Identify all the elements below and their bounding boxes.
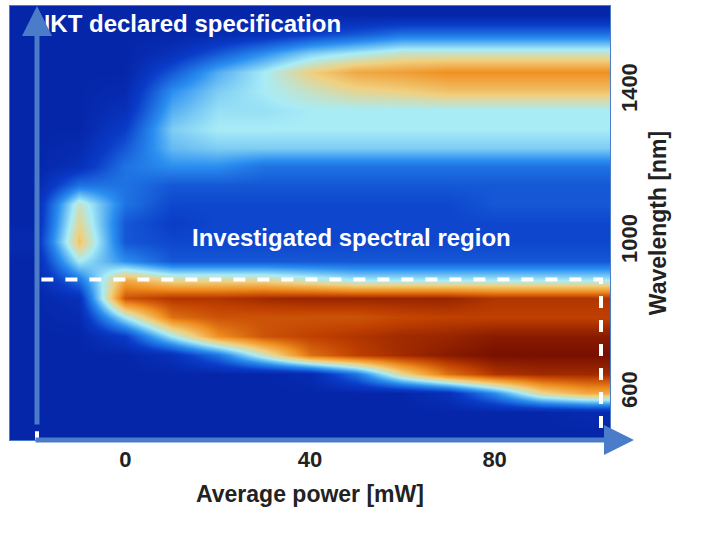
svg-text:Wavelength [nm]: Wavelength [nm] (645, 131, 671, 315)
svg-text:600: 600 (617, 371, 642, 408)
svg-text:1000: 1000 (617, 214, 642, 263)
svg-text:40: 40 (298, 447, 322, 472)
svg-text:1400: 1400 (617, 63, 642, 112)
svg-text:Investigated spectral region: Investigated spectral region (192, 224, 511, 251)
svg-text:80: 80 (482, 447, 506, 472)
svg-text:0: 0 (119, 447, 131, 472)
svg-text:NKT declared specification: NKT declared specification (33, 10, 341, 37)
svg-text:Average power [mW]: Average power [mW] (196, 481, 424, 507)
